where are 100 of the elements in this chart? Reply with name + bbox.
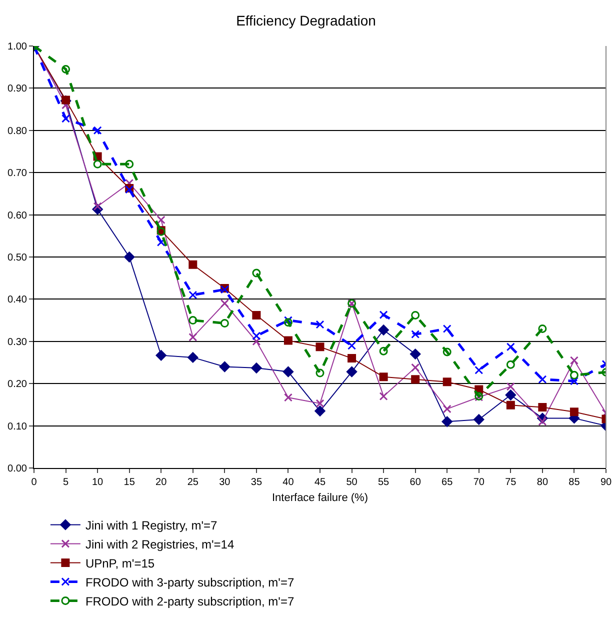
point xyxy=(570,376,578,386)
x-tick-label: 45 xyxy=(314,477,326,488)
point xyxy=(156,350,166,361)
point xyxy=(188,332,198,342)
point xyxy=(506,382,515,391)
point xyxy=(442,416,452,427)
point xyxy=(506,360,515,369)
point xyxy=(252,332,261,340)
legend-label: Jini with 2 Registries, m'=14 xyxy=(85,537,234,552)
point xyxy=(506,342,515,352)
point xyxy=(125,160,134,168)
point xyxy=(410,348,421,360)
y-tick-label: 0.50 xyxy=(8,252,28,264)
x-axis-title: Interface failure (%) xyxy=(272,492,368,504)
point xyxy=(442,348,452,356)
legend-label: UPnP, m'=15 xyxy=(85,556,155,570)
point xyxy=(252,337,261,346)
point xyxy=(93,160,102,168)
point xyxy=(314,406,326,416)
point xyxy=(411,363,420,372)
point xyxy=(156,216,166,224)
y-tick-label: 0.00 xyxy=(8,464,28,474)
point xyxy=(538,417,547,426)
point xyxy=(570,356,578,365)
point xyxy=(379,392,388,401)
point xyxy=(538,402,547,412)
x-tick-label: 15 xyxy=(124,477,136,488)
point xyxy=(346,366,358,378)
y-tick-label: 0.20 xyxy=(8,379,28,390)
point xyxy=(442,378,452,386)
chart-title: Efficiency Degradation xyxy=(236,12,376,28)
x-tick-label: 10 xyxy=(92,477,104,488)
point xyxy=(124,252,135,262)
point xyxy=(188,352,198,363)
point xyxy=(348,354,356,363)
point xyxy=(62,114,70,123)
x-tick-label: 80 xyxy=(536,477,548,488)
point xyxy=(442,404,452,414)
legend-label: FRODO with 2-party subscription, m'=7 xyxy=(85,594,294,608)
point xyxy=(284,336,292,345)
point xyxy=(188,316,198,325)
point xyxy=(316,368,324,378)
point xyxy=(379,346,388,356)
point xyxy=(188,290,198,300)
y-tick-label: 0.10 xyxy=(8,421,28,432)
point xyxy=(379,310,388,320)
x-tick-label: 5 xyxy=(63,477,69,488)
point xyxy=(538,324,547,333)
point xyxy=(505,390,516,400)
point xyxy=(379,372,388,382)
point xyxy=(316,320,324,329)
point xyxy=(284,393,292,402)
y-tick-label: 0.70 xyxy=(8,168,28,180)
x-tick-label: 40 xyxy=(282,477,294,488)
point xyxy=(474,366,484,374)
y-tick-label: 0.60 xyxy=(8,210,28,222)
point xyxy=(252,310,261,320)
point xyxy=(538,375,547,384)
x-tick-label: 50 xyxy=(346,477,358,488)
x-tick-label: 70 xyxy=(473,477,485,488)
x-tick-label: 90 xyxy=(600,477,612,488)
y-tick-label: 0.90 xyxy=(8,84,28,95)
point xyxy=(570,370,578,380)
y-tick-label: 0.40 xyxy=(8,294,28,306)
point xyxy=(378,324,389,336)
point xyxy=(506,400,515,410)
point xyxy=(252,268,261,278)
point xyxy=(156,238,166,246)
point xyxy=(411,330,420,338)
y-tick-label: 0.30 xyxy=(8,336,28,348)
x-tick-label: 65 xyxy=(442,477,454,488)
legend-label: FRODO with 3-party subscription, m'=7 xyxy=(85,575,294,590)
point xyxy=(316,342,324,352)
y-tick-label: 0.80 xyxy=(8,126,28,137)
x-tick-label: 35 xyxy=(250,477,262,488)
legend-label: Jini with 1 Registry, m'=7 xyxy=(85,518,218,532)
x-tick-label: 20 xyxy=(156,477,168,488)
point xyxy=(570,408,578,416)
point xyxy=(251,362,262,374)
point xyxy=(411,310,420,320)
x-tick-label: 25 xyxy=(187,477,199,488)
point xyxy=(62,64,70,74)
point xyxy=(220,299,229,308)
point xyxy=(93,202,102,211)
point xyxy=(348,341,356,350)
point xyxy=(282,366,294,378)
x-tick-label: 30 xyxy=(219,477,231,488)
y-tick-label: 1.00 xyxy=(8,42,28,52)
x-tick-label: 60 xyxy=(410,477,422,488)
point xyxy=(442,324,452,333)
point xyxy=(93,126,102,135)
point xyxy=(188,260,198,269)
point xyxy=(219,361,230,372)
point xyxy=(220,319,229,328)
point xyxy=(411,375,420,384)
x-tick-label: 0 xyxy=(31,477,38,488)
point xyxy=(316,399,324,408)
x-tick-label: 85 xyxy=(568,477,580,488)
point xyxy=(474,414,484,425)
x-tick-label: 55 xyxy=(378,477,390,488)
